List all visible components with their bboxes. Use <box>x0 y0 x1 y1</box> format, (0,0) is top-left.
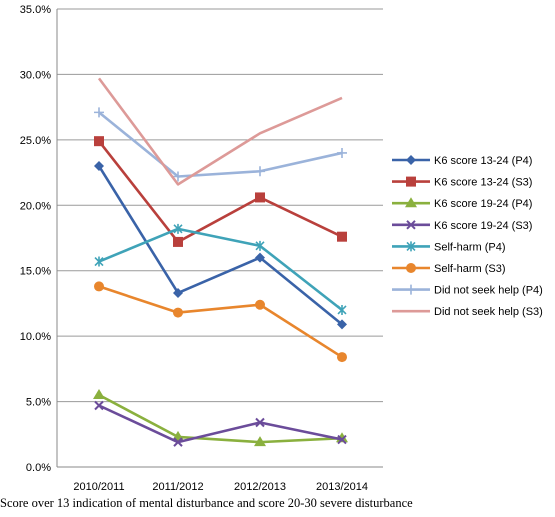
data-point <box>94 161 104 172</box>
data-point <box>255 166 265 177</box>
series-line <box>94 136 347 247</box>
y-tick-label: 5.0% <box>26 397 51 409</box>
x-tick-label: 2011/2012 <box>152 481 203 493</box>
series-path <box>98 285 343 359</box>
data-point <box>94 256 104 267</box>
series-path <box>98 404 343 444</box>
gridlines <box>57 8 383 403</box>
legend-label: Did not seek help (P4) <box>434 285 543 297</box>
data-point <box>406 155 416 165</box>
data-point <box>173 223 183 234</box>
legend-item: K6 score 13-24 (S3) <box>392 176 532 189</box>
x-axis-ticks: 2010/2011 2011/2012 2012/2013 2013/2014 <box>73 481 368 493</box>
data-point <box>406 241 416 252</box>
y-tick-label: 30.0% <box>20 69 51 81</box>
y-axis-ticks: 0.0% 5.0% 10.0% 15.0% 20.0% 25.0% 30.0% 35.0% <box>20 4 51 474</box>
legend-item: K6 score 19-24 (P4) <box>392 197 532 210</box>
data-point <box>173 307 183 318</box>
y-tick-label: 35.0% <box>20 4 51 16</box>
y-tick-label: 20.0% <box>20 200 51 212</box>
axes <box>56 9 383 468</box>
data-point <box>337 304 347 315</box>
data-point <box>173 287 183 298</box>
data-point <box>406 220 416 230</box>
y-tick-label: 15.0% <box>20 266 51 278</box>
series-line <box>97 77 343 186</box>
data-point <box>406 284 416 295</box>
legend-label: Self-harm (P4) <box>434 241 506 253</box>
legend-item: Self-harm (P4) <box>392 241 506 253</box>
series-line <box>93 389 348 447</box>
legend-label: K6 score 19-24 (S3) <box>434 220 532 232</box>
legend-item: Self-harm (S3) <box>392 263 506 275</box>
data-point <box>173 236 183 247</box>
y-tick-label: 0.0% <box>26 462 51 474</box>
data-point <box>255 252 265 263</box>
data-point <box>94 281 104 292</box>
series-path <box>98 393 343 444</box>
legend-label: K6 score 19-24 (P4) <box>434 198 532 210</box>
series-line <box>94 223 347 315</box>
x-tick-label: 2010/2011 <box>73 481 124 493</box>
y-tick-label: 25.0% <box>20 135 51 147</box>
x-tick-label: 2013/2014 <box>316 481 368 493</box>
data-point <box>173 437 183 447</box>
series-path <box>97 77 343 186</box>
data-point <box>406 176 416 187</box>
legend-label: K6 score 13-24 (P4) <box>434 155 532 167</box>
data-point <box>255 240 265 251</box>
data-point <box>337 147 347 158</box>
series-path <box>97 140 343 244</box>
figure-caption: Score over 13 indication of mental distu… <box>0 496 413 510</box>
series-path <box>98 227 343 311</box>
series-path <box>97 165 343 326</box>
data-point <box>255 192 265 203</box>
series-path <box>98 111 343 178</box>
legend-label: Self-harm (S3) <box>434 263 506 275</box>
data-point <box>337 231 347 242</box>
series-line <box>94 400 347 447</box>
data-point <box>337 319 347 330</box>
data-point <box>337 434 347 445</box>
legend: K6 score 13-24 (P4) K6 score 13-24 (S3) K6… <box>392 155 543 318</box>
legend-item: Did not seek help (P4) <box>392 284 543 297</box>
data-point <box>94 400 104 411</box>
data-point <box>93 389 105 400</box>
series-line <box>94 281 347 363</box>
y-tick-label: 10.0% <box>20 331 51 343</box>
legend-item: Did not seek help (S3) <box>392 306 543 318</box>
data-point <box>94 136 104 147</box>
legend-label: K6 score 13-24 (S3) <box>434 177 532 189</box>
x-tick-label: 2012/2013 <box>234 481 286 493</box>
data-point <box>94 107 104 118</box>
data-point <box>405 197 417 208</box>
legend-item: K6 score 13-24 (P4) <box>392 155 532 167</box>
data-point <box>255 299 265 310</box>
data-point <box>254 436 266 447</box>
data-point <box>255 417 265 428</box>
series-lines <box>93 77 348 447</box>
data-point <box>173 171 183 182</box>
series-line <box>94 161 347 330</box>
legend-label: Did not seek help (S3) <box>434 306 543 318</box>
series-line <box>94 107 347 182</box>
legend-item: K6 score 19-24 (S3) <box>392 220 532 232</box>
data-point <box>337 352 347 363</box>
data-point <box>406 263 416 273</box>
